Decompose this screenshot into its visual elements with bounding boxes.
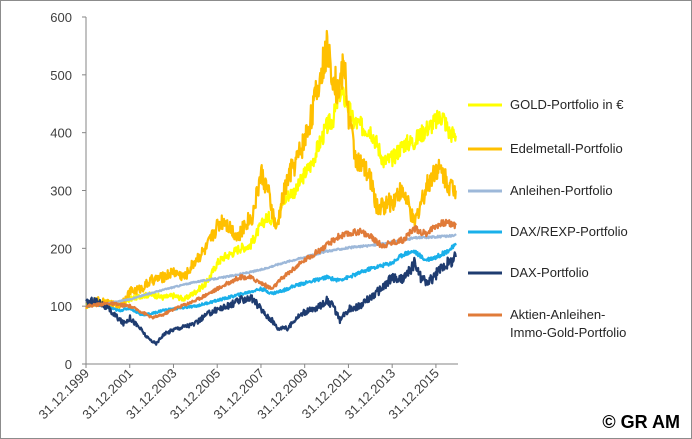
series-line-0 [85, 83, 457, 309]
y-tick-label: 100 [50, 299, 72, 314]
x-axis-ticks: 31.12.199931.12.200131.12.200331.12.2005… [35, 364, 442, 422]
legend-label: DAX-Portfolio [510, 265, 589, 280]
y-tick-label: 200 [50, 241, 72, 256]
series-line-2 [85, 233, 457, 308]
legend-label: Immo-Gold-Portfolio [510, 325, 626, 340]
copyright-label: © GR AM [602, 412, 680, 432]
series-line-1 [85, 29, 457, 311]
y-tick-label: 400 [50, 126, 72, 141]
chart-series [85, 29, 457, 346]
legend-label: Aktien-Anleihen- [510, 307, 605, 322]
chart-legend: GOLD-Portfolio in € Edelmetall-Portfolio A… [468, 97, 628, 340]
legend-label: GOLD-Portfolio in € [510, 97, 624, 112]
legend-label: DAX/REXP-Portfolio [510, 224, 628, 239]
legend-label: Edelmetall-Portfolio [510, 141, 623, 156]
series-line-5 [85, 218, 457, 320]
y-tick-label: 300 [50, 184, 72, 199]
y-tick-label: 600 [50, 10, 72, 25]
y-axis-ticks: 0 100 200 300 400 500 600 [50, 10, 86, 372]
legend-label: Anleihen-Portfolio [510, 183, 613, 198]
y-tick-label: 0 [65, 357, 72, 372]
series-line-4 [85, 251, 457, 346]
y-tick-label: 500 [50, 68, 72, 83]
